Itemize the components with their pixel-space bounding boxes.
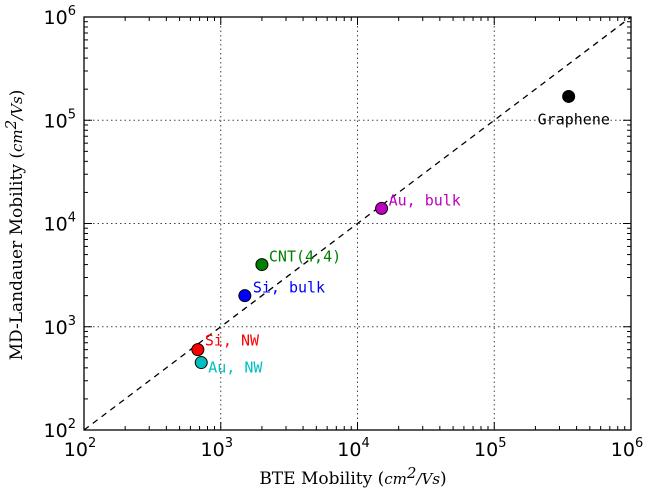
- x-tick-label: 106: [611, 436, 643, 461]
- data-point-label: Si, bulk: [253, 279, 325, 297]
- grid-lines: [84, 17, 631, 430]
- data-point-label: Au, bulk: [389, 191, 461, 209]
- data-point: [562, 89, 576, 103]
- y-axis-unit-base: cm: [8, 129, 26, 152]
- y-tick-label: 103: [44, 314, 76, 339]
- identity-reference-line: [83, 16, 632, 431]
- data-point-label: Graphene: [538, 110, 610, 128]
- y-axis-unit-rest: /Vs: [8, 96, 26, 122]
- y-tick-label: 104: [44, 211, 76, 236]
- y-axis-unit-exp: 2: [2, 120, 20, 131]
- axis-ticks: 102 103 104 105 106 102 103 104 105 106: [44, 4, 644, 461]
- data-point: [255, 258, 269, 272]
- x-axis-unit-base: cm: [384, 470, 407, 488]
- data-point: [191, 343, 205, 357]
- data-point: [375, 201, 389, 215]
- x-tick-label: 103: [201, 436, 233, 461]
- y-tick-label: 105: [44, 107, 76, 132]
- data-point-label: Si, NW: [205, 332, 260, 350]
- data-point: [238, 289, 252, 303]
- x-axis-unit-exp: 2: [406, 464, 417, 482]
- y-axis-title: MD-Landauer Mobility (cm2/Vs): [2, 90, 27, 361]
- x-tick-label: 105: [474, 436, 506, 461]
- x-axis-title: BTE Mobility (cm2/Vs): [259, 464, 446, 489]
- y-tick-label: 102: [44, 417, 76, 442]
- y-axis-label: MD-Landauer Mobility: [7, 164, 27, 361]
- x-axis-unit-rest: /Vs: [414, 470, 440, 488]
- x-axis-label: BTE Mobility: [259, 469, 372, 489]
- data-points: Graphene Au, bulk CNT(4,4) Si, bulk Si, NW Au…: [191, 89, 610, 377]
- y-tick-label: 106: [44, 4, 76, 29]
- x-tick-label: 104: [337, 436, 369, 461]
- data-point: [194, 356, 208, 370]
- data-point-label: Au, NW: [208, 359, 263, 377]
- data-point-label: CNT(4,4): [269, 248, 341, 266]
- x-tick-label: 102: [64, 436, 96, 461]
